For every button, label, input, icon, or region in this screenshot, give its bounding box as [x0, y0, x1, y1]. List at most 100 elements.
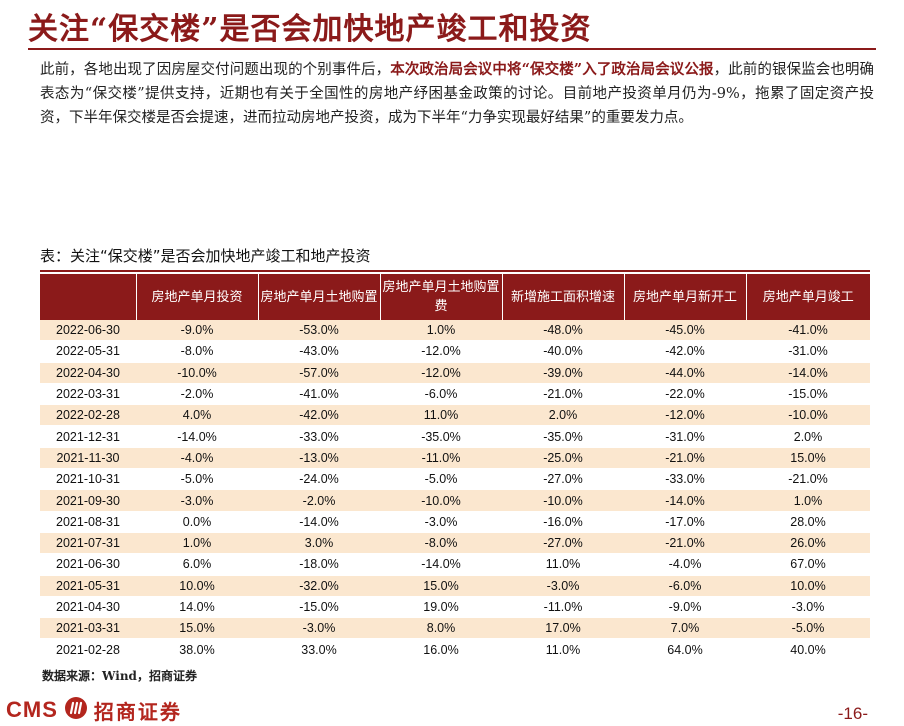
- body-text-part2: ，此前的银保监会也明确表态为“保交楼”提供支持，近期也有关于全国性的房地产纾困基…: [40, 62, 875, 126]
- table-cell: -8.0%: [380, 532, 502, 555]
- table-row: 2021-10-31 -5.0% -24.0% -5.0% -27.0% -33.0% -2…: [40, 468, 870, 491]
- table-row: 2021-06-30 6.0% -18.0% -14.0% 11.0% -4.0% 67.0…: [40, 553, 870, 576]
- table-cell: 6.0%: [136, 553, 258, 576]
- table-cell: -5.0%: [380, 468, 502, 491]
- table-cell: -18.0%: [258, 553, 380, 576]
- row-date-cell: 2021-06-30: [40, 553, 136, 576]
- table-cell: 15.0%: [746, 447, 870, 470]
- table-cell: -57.0%: [258, 362, 380, 384]
- table-cell: 15.0%: [380, 575, 502, 597]
- column-header: 房地产单月新开工: [623, 274, 746, 320]
- table-cell: -42.0%: [258, 404, 380, 427]
- table-caption: 表：关注“保交楼”是否会加快地产竣工和地产投资: [40, 247, 371, 265]
- table-cell: -41.0%: [258, 383, 380, 406]
- table-cell: 26.0%: [746, 532, 870, 555]
- row-date-cell: 2021-10-31: [40, 468, 136, 491]
- table-row: 2021-02-28 38.0% 33.0% 16.0% 11.0% 64.0% 40.0%: [40, 638, 870, 661]
- table-cell: 7.0%: [624, 617, 746, 640]
- cms-logo-icon: [64, 696, 88, 724]
- table-header-row: 房地产单月投资 房地产单月土地购置 房地产单月土地购置费 新增施工面积增速 房地…: [40, 274, 870, 320]
- table-cell: -11.0%: [380, 447, 502, 470]
- logo-chinese-text: 招商证券: [93, 699, 182, 724]
- table-cell: -12.0%: [624, 404, 746, 427]
- table-cell: -24.0%: [258, 468, 380, 491]
- table-cell: -5.0%: [746, 617, 870, 640]
- table-cell: -27.0%: [502, 532, 624, 555]
- table-cell: -9.0%: [624, 596, 746, 619]
- table-cell: 67.0%: [746, 553, 870, 576]
- table-cell: -32.0%: [258, 575, 380, 597]
- row-date-cell: 2021-03-31: [40, 617, 136, 640]
- table-cell: -21.0%: [746, 468, 870, 491]
- table-cell: 10.0%: [136, 575, 258, 597]
- table-cell: 11.0%: [380, 404, 502, 427]
- row-date-cell: 2022-02-28: [40, 404, 136, 427]
- table-cell: -53.0%: [258, 320, 380, 342]
- table-cell: 3.0%: [258, 532, 380, 555]
- row-date-cell: 2021-05-31: [40, 575, 136, 597]
- table-cell: -10.0%: [380, 489, 502, 512]
- table-cell: 16.0%: [380, 638, 502, 661]
- table-cell: -6.0%: [380, 383, 502, 406]
- column-header: 房地产单月土地购置费: [379, 274, 502, 320]
- page-title: 关注“保交楼”是否会加快地产竣工和投资: [28, 12, 592, 47]
- table-cell: -4.0%: [624, 553, 746, 576]
- row-date-cell: 2021-11-30: [40, 447, 136, 470]
- logo-latin-text: CMS: [6, 697, 58, 722]
- table-cell: 1.0%: [136, 532, 258, 555]
- table-row: 2021-09-30 -3.0% -2.0% -10.0% -10.0% -14.0% 1.…: [40, 489, 870, 512]
- table-cell: -15.0%: [258, 596, 380, 619]
- table-row: 2021-05-31 10.0% -32.0% 15.0% -3.0% -6.0% 10.0…: [40, 575, 870, 597]
- row-date-cell: 2022-05-31: [40, 340, 136, 363]
- table-cell: 33.0%: [258, 638, 380, 661]
- table-cell: -35.0%: [380, 425, 502, 448]
- table-cell: 1.0%: [380, 320, 502, 342]
- table-row: 2022-05-31 -8.0% -43.0% -12.0% -40.0% -42.0% -…: [40, 340, 870, 363]
- table-cell: -8.0%: [136, 340, 258, 363]
- table-cell: 10.0%: [746, 575, 870, 597]
- table-cell: -21.0%: [624, 447, 746, 470]
- table-cell: 8.0%: [380, 617, 502, 640]
- table-row: 2021-11-30 -4.0% -13.0% -11.0% -25.0% -21.0% 1…: [40, 447, 870, 470]
- table-cell: -10.0%: [502, 489, 624, 512]
- table-cell: -21.0%: [624, 532, 746, 555]
- caption-divider: [40, 270, 870, 272]
- column-header: 房地产单月竣工: [745, 274, 870, 320]
- body-paragraph: 此前，各地出现了因房屋交付问题出现的个别事件后，本次政治局会议中将“保交楼”入了…: [40, 58, 874, 130]
- data-table: 房地产单月投资 房地产单月土地购置 房地产单月土地购置费 新增施工面积增速 房地…: [40, 274, 870, 661]
- table-cell: -12.0%: [380, 362, 502, 384]
- table-cell: 1.0%: [746, 489, 870, 512]
- row-date-cell: 2021-08-31: [40, 511, 136, 533]
- table-cell: -22.0%: [624, 383, 746, 406]
- table-cell: -12.0%: [380, 340, 502, 363]
- table-row: 2022-06-30 -9.0% -53.0% 1.0% -48.0% -45.0% -41…: [40, 320, 870, 342]
- table-cell: -2.0%: [258, 489, 380, 512]
- table-cell: -43.0%: [258, 340, 380, 363]
- table-row: 2021-04-30 14.0% -15.0% 19.0% -11.0% -9.0% -3.…: [40, 596, 870, 619]
- table-cell: -11.0%: [502, 596, 624, 619]
- table-cell: -21.0%: [502, 383, 624, 406]
- table-cell: -13.0%: [258, 447, 380, 470]
- table-cell: 64.0%: [624, 638, 746, 661]
- body-highlight: 本次政治局会议中将“保交楼”入了政治局会议公报: [390, 61, 714, 78]
- table-cell: 38.0%: [136, 638, 258, 661]
- column-header: 房地产单月投资: [135, 274, 258, 320]
- table-cell: -14.0%: [746, 362, 870, 384]
- table-cell: -45.0%: [624, 320, 746, 342]
- table-cell: -27.0%: [502, 468, 624, 491]
- column-header: 房地产单月土地购置: [257, 274, 380, 320]
- table-row: 2022-04-30 -10.0% -57.0% -12.0% -39.0% -44.0%…: [40, 362, 870, 384]
- table-cell: -17.0%: [624, 511, 746, 533]
- table-row: 2022-02-28 4.0% -42.0% 11.0% 2.0% -12.0% -10.0…: [40, 404, 870, 427]
- table-cell: -33.0%: [258, 425, 380, 448]
- table-cell: -41.0%: [746, 320, 870, 342]
- table-cell: -14.0%: [258, 511, 380, 533]
- row-date-cell: 2022-04-30: [40, 362, 136, 384]
- table-cell: 4.0%: [136, 404, 258, 427]
- table-cell: -16.0%: [502, 511, 624, 533]
- table-cell: -35.0%: [502, 425, 624, 448]
- source-note: 数据来源：Wind，招商证券: [42, 669, 197, 683]
- table-row: 2021-03-31 15.0% -3.0% 8.0% 17.0% 7.0% -5.0%: [40, 617, 870, 640]
- row-date-cell: 2022-06-30: [40, 320, 136, 342]
- table-cell: -9.0%: [136, 320, 258, 342]
